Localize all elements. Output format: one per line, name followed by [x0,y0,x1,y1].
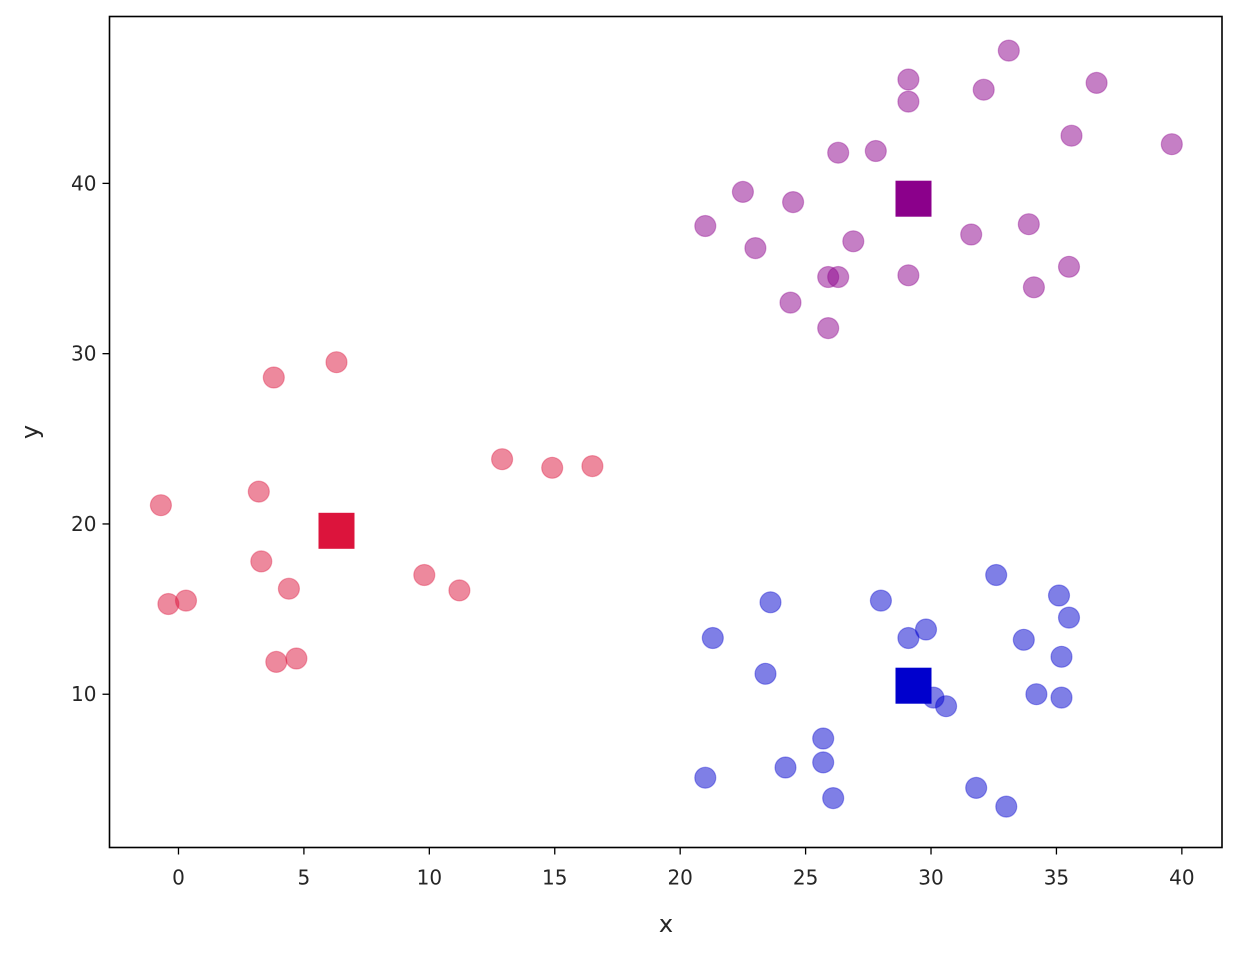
data-point [1057,255,1081,278]
data-point [972,78,995,101]
data-point [1060,124,1083,147]
y-axis-label: y [16,425,44,439]
y-tick-label: 30 [71,342,96,366]
data-point [265,650,288,674]
data-point [754,662,777,685]
data-point [934,695,958,718]
data-point [812,727,835,750]
data-point [149,494,172,517]
data-point [1017,213,1040,236]
data-point [960,223,983,246]
data-point [1085,71,1108,95]
data-points [149,39,1183,818]
data-point [827,265,850,289]
data-point [897,68,920,91]
x-tick-label: 20 [667,866,692,890]
data-point [250,550,273,573]
x-tick-label: 35 [1044,866,1069,890]
data-point [842,230,865,253]
data-point [731,180,755,203]
data-point [822,786,845,810]
x-tick-label: 40 [1169,866,1194,890]
data-point [413,563,436,587]
y-tick-label: 40 [71,171,96,195]
cluster-purple-series [694,39,1183,340]
data-point [864,139,887,163]
data-point [774,756,797,779]
x-tick-label: 10 [417,866,442,890]
data-point [581,455,604,478]
data-point [897,264,920,287]
x-tick-label: 25 [793,866,818,890]
data-point [1050,645,1073,668]
y-tick-label: 20 [71,512,96,536]
data-point [759,591,782,614]
data-point [277,577,300,600]
data-point [285,647,308,670]
x-tick-label: 0 [172,866,185,890]
x-tick-label: 15 [542,866,567,890]
y-tick-label: 10 [71,682,96,706]
data-point [541,456,564,479]
data-point [827,141,850,164]
data-point [1057,606,1081,629]
data-point [817,317,840,340]
data-point [781,191,805,214]
data-point [744,237,767,260]
centroid-purple-square [895,180,932,217]
data-point [1025,683,1048,706]
data-point [448,579,471,602]
data-point [262,366,285,389]
data-point [1050,686,1073,709]
cluster-blue-series [694,563,1081,818]
data-point [694,766,717,789]
data-point [1160,133,1183,156]
centroid-markers [318,180,932,704]
data-point [325,351,348,374]
x-tick-label: 5 [298,866,311,890]
data-point [897,90,920,113]
centroid-red-square [318,512,355,549]
data-point [869,589,893,612]
data-point [694,214,717,238]
data-point [247,480,270,503]
data-point [1047,584,1071,607]
data-point [985,563,1008,587]
data-point [965,776,988,800]
data-point [997,39,1020,62]
data-point [995,795,1018,818]
x-tick-label: 30 [918,866,943,890]
data-point [812,751,835,774]
data-point [701,626,724,650]
data-point [174,589,198,612]
x-axis-label: x [659,910,673,938]
centroid-blue-square [895,667,932,704]
cluster-red-series [149,351,604,674]
x-axis-ticks: 0 5 10 15 20 25 30 35 40 [172,847,1195,890]
data-point [914,618,938,641]
data-point [491,448,514,471]
data-point [1012,628,1035,651]
plot-frame [108,15,1223,849]
data-point [1022,276,1046,299]
y-axis-ticks: 10 20 30 40 [71,171,110,706]
data-point [779,291,802,314]
data-point [897,626,920,650]
